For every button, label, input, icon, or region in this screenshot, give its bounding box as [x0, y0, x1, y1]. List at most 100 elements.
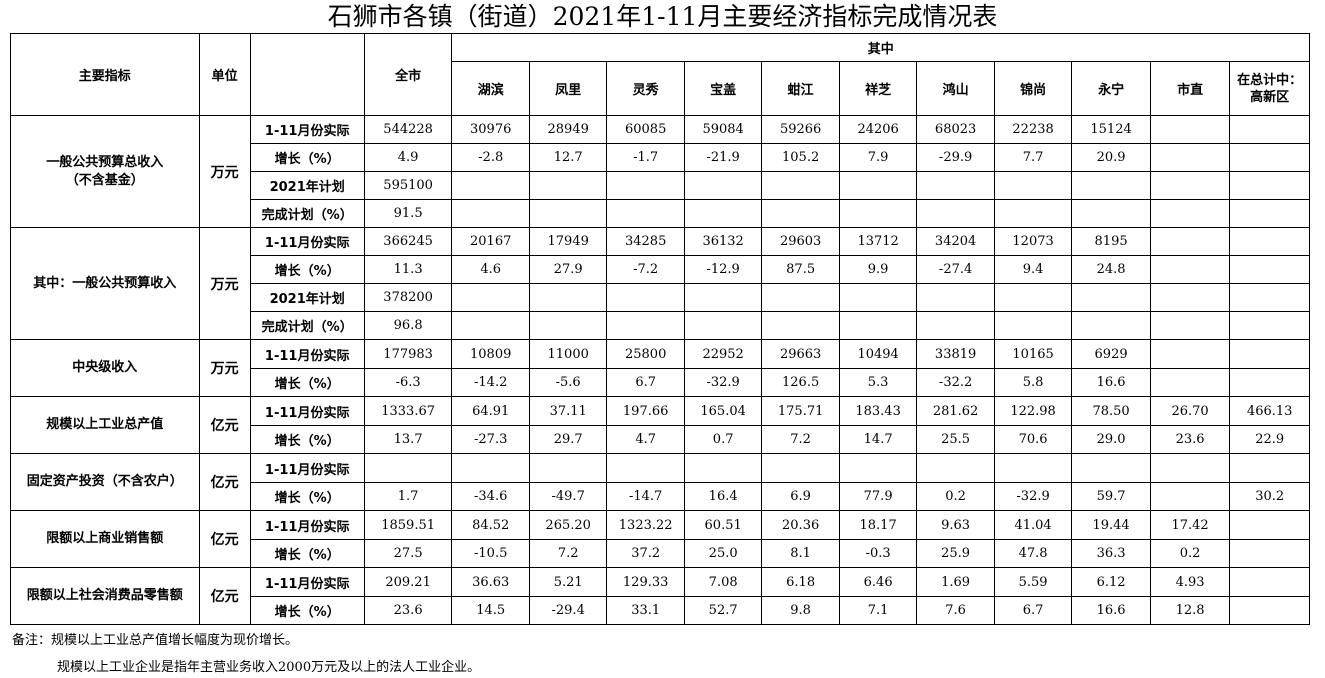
value-cell: 8195 — [1071, 227, 1151, 256]
value-cell: 7.6 — [916, 596, 995, 625]
value-cell — [1149, 311, 1231, 340]
value-cell: 91.5 — [363, 199, 453, 228]
value-cell — [1071, 199, 1151, 228]
value-cell: 20167 — [451, 227, 530, 256]
value-cell — [1149, 255, 1231, 284]
value-cell — [993, 311, 1073, 340]
value-cell: 14.5 — [451, 596, 530, 625]
page-title: 石狮市各镇（街道）2021年1-11月主要经济指标完成情况表 — [327, 2, 998, 31]
value-cell: 366245 — [363, 227, 453, 256]
value-cell: 34285 — [606, 227, 685, 256]
value-cell — [993, 199, 1073, 228]
value-cell — [1071, 283, 1151, 312]
value-cell: 209.21 — [363, 567, 453, 597]
value-cell: 37.11 — [528, 396, 608, 426]
value-cell: 29603 — [761, 227, 840, 256]
column-header: 锦尚 — [993, 61, 1073, 116]
value-cell: 17.42 — [1149, 510, 1231, 540]
value-cell — [1229, 171, 1310, 200]
value-cell: 175.71 — [761, 396, 840, 426]
value-cell — [1229, 453, 1310, 483]
value-cell — [1229, 596, 1310, 625]
value-cell — [606, 283, 685, 312]
value-cell — [1149, 283, 1231, 312]
table-row: 规模以上工业总产值 亿元 1-11月份实际 1333.67 64.91 37.11 197.… — [10, 396, 1310, 454]
row-label: 1-11月份实际 — [249, 339, 365, 369]
value-cell — [683, 171, 763, 200]
table-row: 其中：一般公共预算收入 万元 1-11月份实际 366245 20167 17949 342… — [10, 227, 1310, 340]
value-cell: 9.63 — [916, 510, 995, 540]
value-cell: 78.50 — [1071, 396, 1151, 426]
value-cell: 6929 — [1071, 339, 1151, 369]
row-label: 完成计划（%） — [249, 311, 365, 340]
value-cell — [1149, 171, 1231, 200]
row-label: 1-11月份实际 — [249, 115, 365, 144]
value-cell — [1149, 482, 1231, 511]
table-row: 增长（%） 1.7 -34.6 -49.7 -14.7 16.4 6.9 77.9 0.2 -32… — [11, 482, 1310, 511]
value-cell — [528, 199, 608, 228]
value-cell: 11.3 — [363, 255, 453, 284]
value-cell: 5.3 — [838, 368, 918, 397]
row-label: 增长（%） — [249, 482, 365, 511]
value-cell — [1149, 115, 1231, 144]
column-header: 市直 — [1149, 61, 1231, 116]
value-cell: -34.6 — [451, 482, 530, 511]
value-cell: 126.5 — [761, 368, 840, 397]
column-header: 永宁 — [1071, 61, 1151, 116]
note-line-1: 备注：规模以上工业总产值增长幅度为现价增长。 — [12, 633, 299, 648]
value-cell: 5.8 — [993, 368, 1073, 397]
economic-indicators-table: 主要指标 单位 全市 其中 湖滨 凤里 灵秀 宝盖 蚶江 祥芝 鸿山 锦尚 永宁 市直 在总计中：高… — [10, 33, 1310, 625]
unit-cell: 万元 — [198, 115, 251, 228]
value-cell: -1.7 — [606, 143, 685, 172]
value-cell: 8.1 — [761, 539, 840, 568]
value-cell: 22.9 — [1229, 425, 1310, 454]
row-label: 增长（%） — [249, 143, 365, 172]
value-cell: -27.4 — [916, 255, 995, 284]
value-cell — [1229, 539, 1310, 568]
value-cell: 378200 — [363, 283, 453, 312]
row-label: 2021年计划 — [249, 171, 365, 200]
value-cell: 59266 — [761, 115, 840, 144]
value-cell — [683, 311, 763, 340]
table-row: 一般公共预算总收入 （不含基金） 万元 1-11月份实际 544228 30976 2894… — [10, 115, 1310, 228]
value-cell: 6.46 — [838, 567, 918, 597]
value-cell: -14.7 — [606, 482, 685, 511]
value-cell: -32.9 — [683, 368, 763, 397]
value-cell: 70.6 — [993, 425, 1073, 454]
value-cell: 87.5 — [761, 255, 840, 284]
value-cell: 165.04 — [683, 396, 763, 426]
table-row: 增长（%） 13.7 -27.3 29.7 4.7 0.7 7.2 14.7 25.5 70.6 2… — [11, 425, 1310, 454]
column-header: 祥芝 — [838, 61, 918, 116]
value-cell: 7.08 — [683, 567, 763, 597]
value-cell: -21.9 — [683, 143, 763, 172]
table-row: 2021年计划 595100 — [11, 171, 1310, 200]
value-cell: 77.9 — [838, 482, 918, 511]
table-row: 固定资产投资（不含农户） 亿元 1-11月份实际 — [10, 453, 1310, 511]
value-cell: 25.5 — [916, 425, 995, 454]
value-cell: -49.7 — [528, 482, 608, 511]
value-cell — [1149, 199, 1231, 228]
header-of-which: 其中 — [451, 33, 1310, 62]
value-cell: 5.59 — [993, 567, 1073, 597]
value-cell: 24206 — [838, 115, 918, 144]
value-cell — [528, 453, 608, 483]
row-label: 1-11月份实际 — [249, 453, 365, 483]
table-row: 完成计划（%） 91.5 — [11, 199, 1310, 228]
value-cell: -12.9 — [683, 255, 763, 284]
value-cell: 16.4 — [683, 482, 763, 511]
value-cell: 0.2 — [916, 482, 995, 511]
table-row: 2021年计划 378200 — [11, 283, 1310, 312]
value-cell — [761, 199, 840, 228]
value-cell: 4.6 — [451, 255, 530, 284]
value-cell: 122.98 — [993, 396, 1073, 426]
value-cell — [1149, 453, 1231, 483]
value-cell: 37.2 — [606, 539, 685, 568]
value-cell — [916, 199, 995, 228]
value-cell — [606, 199, 685, 228]
value-cell: 0.7 — [683, 425, 763, 454]
value-cell: 36.3 — [1071, 539, 1151, 568]
value-cell — [528, 171, 608, 200]
header-city: 全市 — [363, 33, 453, 116]
column-header: 蚶江 — [761, 61, 840, 116]
value-cell — [916, 311, 995, 340]
